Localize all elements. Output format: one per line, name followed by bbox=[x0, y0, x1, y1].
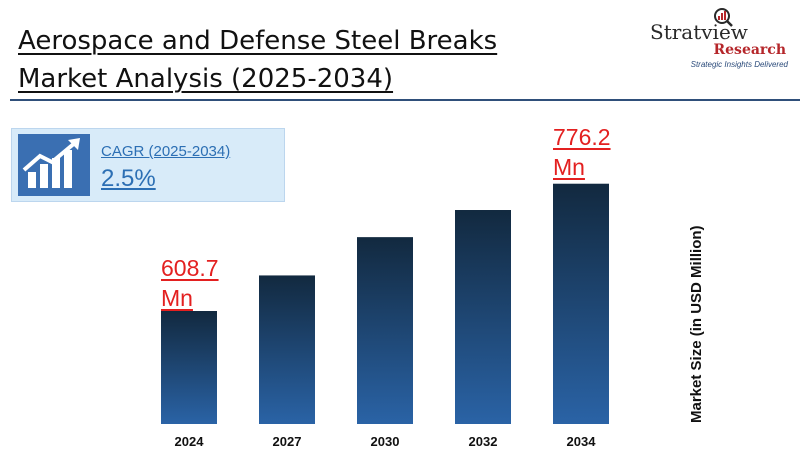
logo-tagline: Strategic Insights Delivered bbox=[690, 60, 788, 69]
title-line-1: Aerospace and Defense Steel Breaks bbox=[18, 26, 498, 56]
data-label-2034-unit: Mn bbox=[553, 153, 585, 180]
logo-brand-research: Research bbox=[713, 42, 786, 58]
stratview-logo: Stratview Research Strategic Insights De… bbox=[642, 4, 792, 69]
data-label-2024: 608.7 Mn bbox=[161, 253, 219, 313]
cagr-label: CAGR (2025-2034) bbox=[101, 143, 231, 160]
bar-2030 bbox=[357, 237, 413, 424]
header-divider bbox=[10, 99, 800, 101]
bar-2032 bbox=[455, 210, 511, 424]
x-tick-2034: 2034 bbox=[567, 434, 597, 449]
bar-2034 bbox=[553, 183, 609, 424]
growth-chart-icon bbox=[18, 134, 90, 196]
data-label-2024-unit: Mn bbox=[161, 285, 193, 311]
title-line-2: Market Analysis (2025-2034) bbox=[18, 64, 394, 94]
data-label-2034-value: 776.2 bbox=[553, 123, 611, 150]
magnifier-chart-icon bbox=[714, 8, 733, 27]
data-label-2034: 776.2 Mn bbox=[553, 122, 611, 182]
x-tick-2030: 2030 bbox=[371, 434, 400, 449]
logo-brand: Stratview bbox=[650, 20, 748, 44]
x-tick-2027: 2027 bbox=[273, 434, 302, 449]
bar-2024 bbox=[161, 311, 217, 424]
cagr-value: 2.5% bbox=[101, 165, 156, 192]
data-label-2024-value: 608.7 bbox=[161, 255, 219, 281]
y-axis-label: Market Size (in USD Million) bbox=[688, 225, 705, 423]
bar-2027 bbox=[259, 275, 315, 424]
x-tick-2032: 2032 bbox=[469, 434, 498, 449]
page-title: Aerospace and Defense Steel Breaks Marke… bbox=[18, 22, 497, 98]
cagr-box: CAGR (2025-2034) 2.5% bbox=[11, 128, 285, 202]
x-tick-2024: 2024 bbox=[175, 434, 205, 449]
